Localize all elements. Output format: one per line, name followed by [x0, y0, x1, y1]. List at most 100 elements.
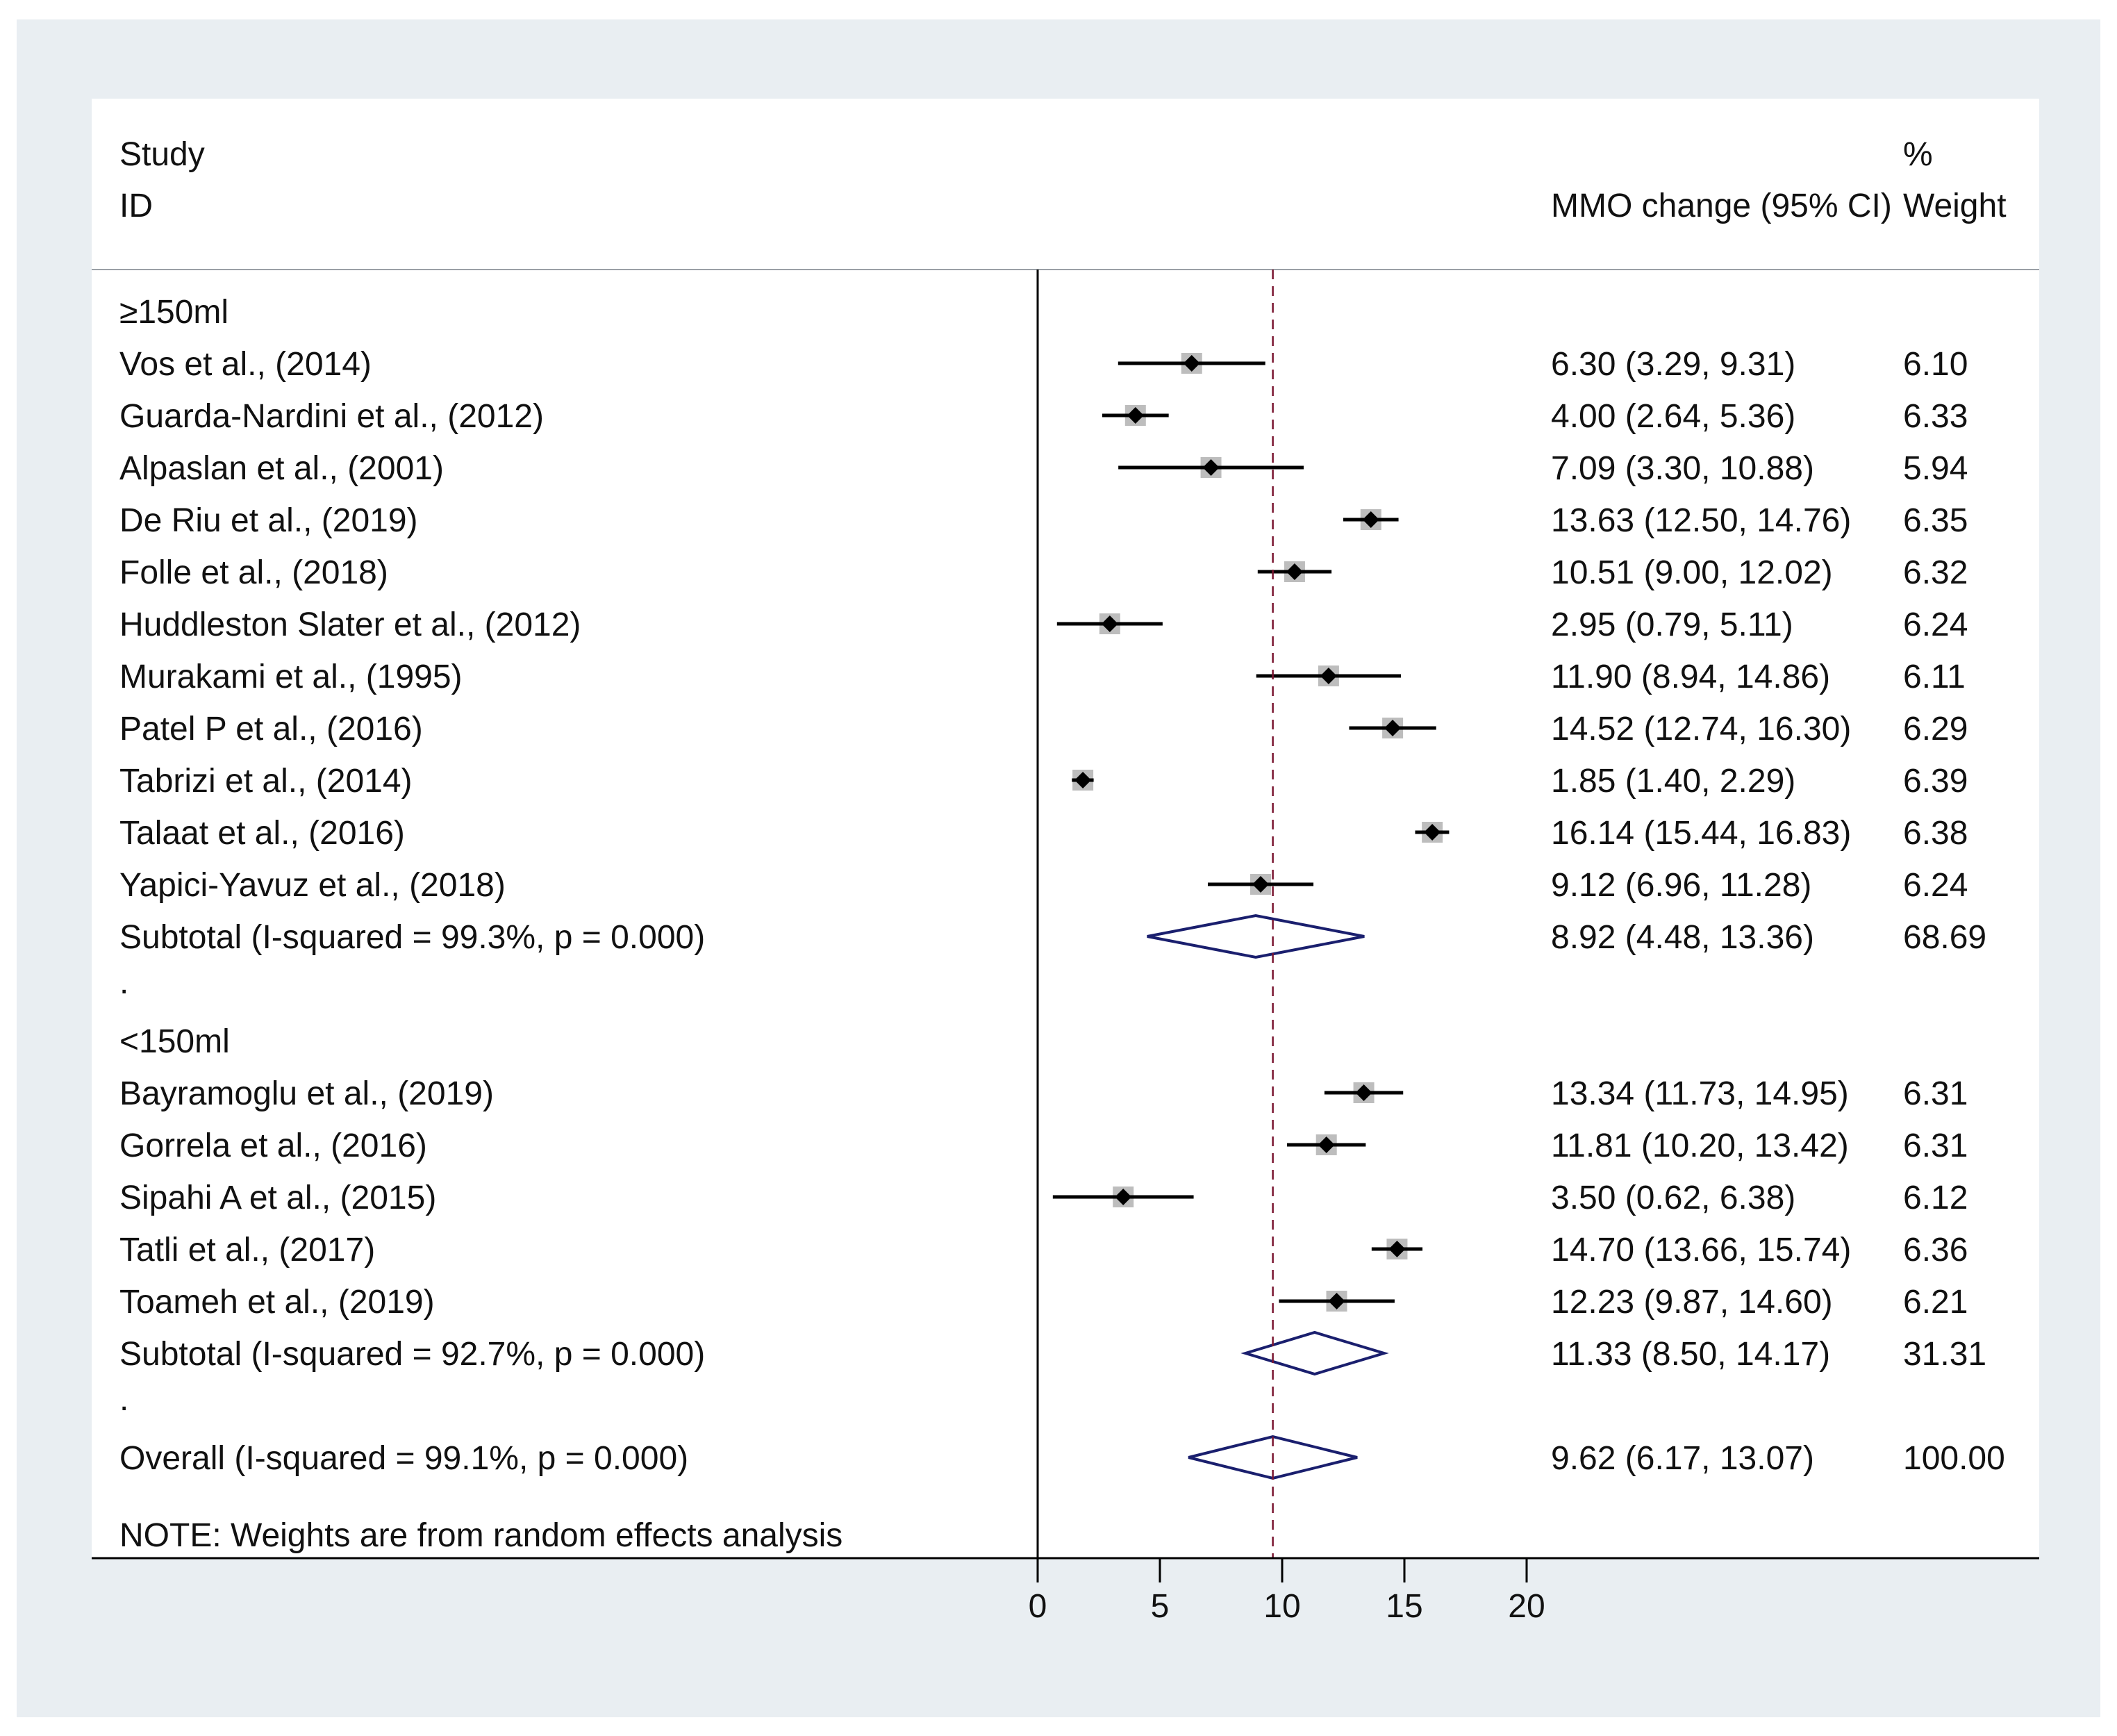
study-ci-text: 2.95 (0.79, 5.11) [1551, 606, 1793, 643]
note-text: NOTE: Weights are from random effects an… [119, 1517, 842, 1554]
study-weight: 6.35 [1903, 502, 1968, 539]
study-row: Tabrizi et al., (2014) 1.85 (1.40, 2.29) 6… [119, 763, 1968, 800]
subtotal-weight: 31.31 [1903, 1336, 1986, 1373]
point-estimate [1202, 459, 1220, 476]
study-label: Sipahi A et al., (2015) [119, 1180, 436, 1216]
point-estimate [1424, 824, 1441, 841]
study-ci-text: 13.63 (12.50, 14.76) [1551, 502, 1851, 539]
study-row: Alpaslan et al., (2001) 7.09 (3.30, 10.88… [119, 450, 1968, 487]
study-row: Murakami et al., (1995) 11.90 (8.94, 14.8… [119, 659, 1966, 695]
study-row: Sipahi A et al., (2015) 3.50 (0.62, 6.38)… [119, 1180, 1968, 1216]
group-label: <150ml [119, 1023, 230, 1060]
study-ci-text: 4.00 (2.64, 5.36) [1551, 398, 1795, 435]
group-label: ≥150ml [119, 294, 229, 331]
subtotal-diamond [1240, 1330, 1389, 1376]
study-label: Tabrizi et al., (2014) [119, 763, 413, 800]
x-tick-label: 5 [1151, 1588, 1170, 1625]
study-weight: 6.39 [1903, 763, 1968, 800]
subtotal-ci-text: 11.33 (8.50, 14.17) [1551, 1336, 1830, 1373]
subtotal-ci-text: 8.92 (4.48, 13.36) [1551, 919, 1814, 956]
study-row: Huddleston Slater et al., (2012) 2.95 (0.… [119, 606, 1968, 643]
study-weight: 6.21 [1903, 1284, 1968, 1321]
header-percent: % [1903, 136, 1933, 173]
study-label: Patel P et al., (2016) [119, 711, 423, 747]
study-label: Gorrela et al., (2016) [119, 1127, 427, 1164]
point-estimate [1328, 1293, 1345, 1309]
point-estimate [1101, 615, 1118, 632]
overall-ci-text: 9.62 (6.17, 13.07) [1551, 1440, 1814, 1477]
study-ci-text: 13.34 (11.73, 14.95) [1551, 1075, 1849, 1112]
study-row: Toameh et al., (2019) 12.23 (9.87, 14.60)… [119, 1284, 1968, 1321]
study-weight: 6.24 [1903, 867, 1968, 904]
study-weight: 6.36 [1903, 1232, 1968, 1268]
study-ci-text: 6.30 (3.29, 9.31) [1551, 346, 1795, 383]
study-label: Guarda-Nardini et al., (2012) [119, 398, 544, 435]
study-row: Vos et al., (2014) 6.30 (3.29, 9.31) 6.10 [119, 346, 1968, 383]
study-weight: 6.10 [1903, 346, 1968, 383]
overall: Overall (I-squared = 99.1%, p = 0.000) 9.… [119, 1435, 2005, 1480]
point-estimate [1127, 407, 1144, 424]
study-ci-text: 11.90 (8.94, 14.86) [1551, 659, 1830, 695]
study-label: Tatli et al., (2017) [119, 1232, 375, 1268]
study-row: Yapici-Yavuz et al., (2018) 9.12 (6.96, 1… [119, 867, 1968, 904]
study-ci-text: 3.50 (0.62, 6.38) [1551, 1180, 1795, 1216]
study-weight: 6.29 [1903, 711, 1968, 747]
study-row: Bayramoglu et al., (2019) 13.34 (11.73, 1… [119, 1075, 1968, 1112]
study-ci-text: 11.81 (10.20, 13.42) [1551, 1127, 1849, 1164]
header-weight: Weight [1903, 188, 2007, 224]
study-row: Talaat et al., (2016) 16.14 (15.44, 16.83… [119, 815, 1968, 852]
study-ci-text: 7.09 (3.30, 10.88) [1551, 450, 1814, 487]
point-estimate [1286, 563, 1303, 580]
study-ci-text: 1.85 (1.40, 2.29) [1551, 763, 1795, 800]
group-separator: . [119, 964, 128, 1001]
point-estimate [1074, 772, 1092, 788]
study-ci-text: 10.51 (9.00, 12.02) [1551, 554, 1833, 591]
study-ci-text: 12.23 (9.87, 14.60) [1551, 1284, 1833, 1321]
study-row: Guarda-Nardini et al., (2012) 4.00 (2.64,… [119, 398, 1968, 435]
study-ci-text: 14.70 (13.66, 15.74) [1551, 1232, 1851, 1268]
study-weight: 6.31 [1903, 1075, 1968, 1112]
point-estimate [1252, 876, 1270, 893]
subtotal-label: Subtotal (I-squared = 92.7%, p = 0.000) [119, 1336, 705, 1373]
study-weight: 6.33 [1903, 398, 1968, 435]
rows-layer: ≥150ml Vos et al., (2014) 6.30 (3.29, 9.31… [92, 270, 2039, 1625]
study-label: Toameh et al., (2019) [119, 1284, 435, 1321]
header-effect: MMO change (95% CI) [1551, 188, 1892, 224]
subtotal-diamond [1147, 914, 1365, 959]
study-row: Folle et al., (2018) 10.51 (9.00, 12.02) 6… [119, 554, 1968, 591]
subtotal: Subtotal (I-squared = 99.3%, p = 0.000) 8… [119, 914, 1986, 959]
header-id: ID [119, 188, 153, 224]
study-weight: 5.94 [1903, 450, 1968, 487]
study-row: Patel P et al., (2016) 14.52 (12.74, 16.3… [119, 711, 1968, 747]
study-label: Talaat et al., (2016) [119, 815, 405, 852]
overall-label: Overall (I-squared = 99.1%, p = 0.000) [119, 1440, 688, 1477]
study-weight: 6.32 [1903, 554, 1968, 591]
study-label: Folle et al., (2018) [119, 554, 388, 591]
study-weight: 6.38 [1903, 815, 1968, 852]
study-row: Tatli et al., (2017) 14.70 (13.66, 15.74)… [119, 1232, 1968, 1268]
study-label: Huddleston Slater et al., (2012) [119, 606, 581, 643]
study-ci-text: 9.12 (6.96, 11.28) [1551, 867, 1811, 904]
study-weight: 6.24 [1903, 606, 1968, 643]
study-row: Gorrela et al., (2016) 11.81 (10.20, 13.4… [119, 1127, 1968, 1164]
overall-diamond [1188, 1435, 1358, 1480]
x-tick-label: 0 [1029, 1588, 1047, 1625]
point-estimate [1388, 1241, 1406, 1257]
header-study: Study [119, 136, 205, 173]
study-label: Alpaslan et al., (2001) [119, 450, 444, 487]
overall-weight: 100.00 [1903, 1440, 2005, 1477]
study-weight: 6.11 [1903, 659, 1966, 695]
study-label: De Riu et al., (2019) [119, 502, 418, 539]
subtotal-weight: 68.69 [1903, 919, 1986, 956]
point-estimate [1355, 1084, 1372, 1101]
x-tick-label: 10 [1263, 1588, 1300, 1625]
point-estimate [1183, 355, 1200, 372]
x-tick-label: 20 [1508, 1588, 1545, 1625]
point-estimate [1384, 720, 1402, 736]
study-row: De Riu et al., (2019) 13.63 (12.50, 14.76… [119, 502, 1968, 539]
study-label: Yapici-Yavuz et al., (2018) [119, 867, 506, 904]
study-ci-text: 14.52 (12.74, 16.30) [1551, 711, 1851, 747]
point-estimate [1362, 511, 1379, 528]
point-estimate [1320, 668, 1337, 684]
